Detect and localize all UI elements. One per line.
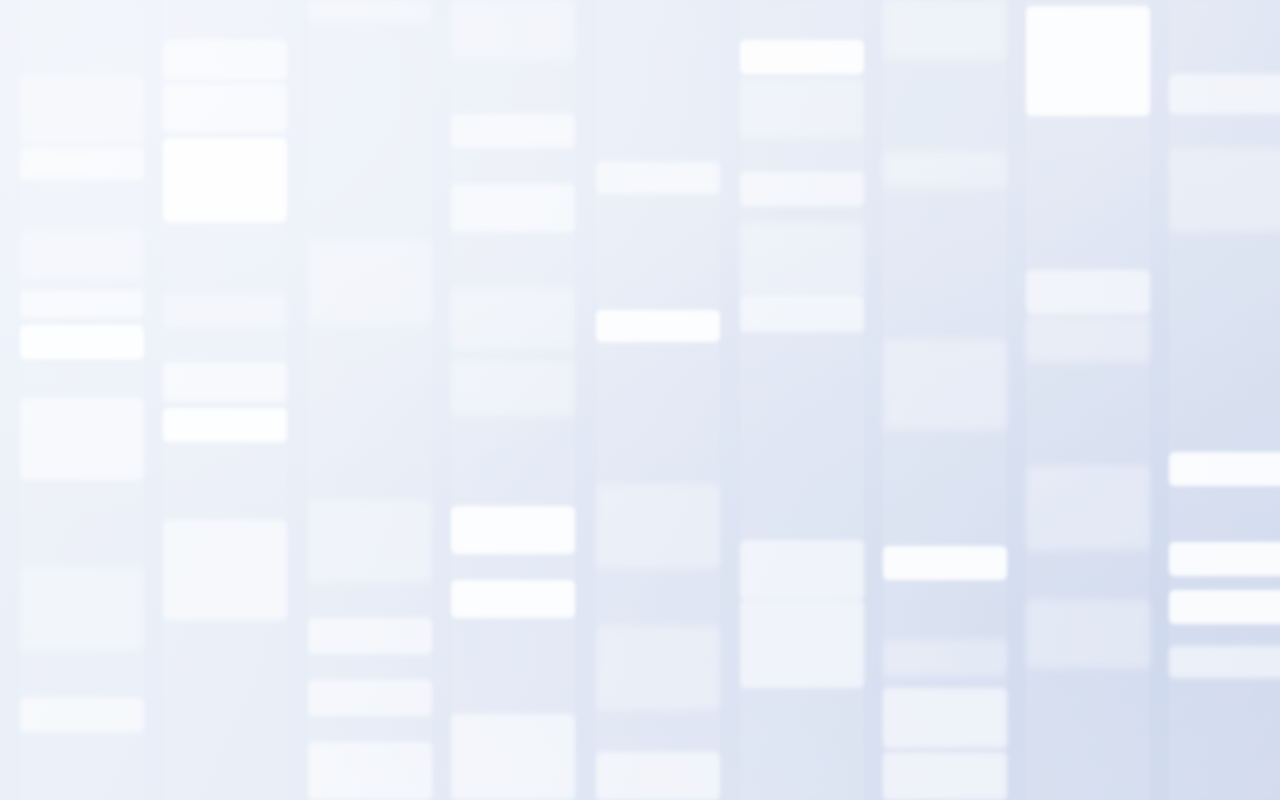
gel-band — [451, 184, 575, 232]
gel-band — [596, 162, 720, 194]
gel-lane-3 — [308, 0, 432, 800]
gel-band — [596, 484, 720, 568]
gel-band — [20, 148, 144, 180]
gel-band — [308, 500, 432, 582]
gel-lane-2 — [163, 0, 287, 800]
gel-band — [163, 40, 287, 80]
gel-band — [451, 580, 575, 618]
gel-lane-9 — [1169, 0, 1280, 800]
gel-band — [1169, 148, 1280, 232]
gel-band — [308, 618, 432, 654]
gel-band — [451, 288, 575, 350]
gel-band — [740, 222, 864, 298]
gel-band — [308, 240, 432, 324]
gel-band — [740, 296, 864, 332]
gel-lane-1 — [20, 0, 144, 800]
gel-band — [596, 752, 720, 800]
gel-band — [20, 230, 144, 280]
gel-lane-6 — [740, 0, 864, 800]
gel-band — [451, 506, 575, 554]
gel-band — [451, 0, 575, 60]
gel-band — [883, 688, 1007, 748]
gel-band — [740, 540, 864, 600]
gel-band — [883, 752, 1007, 800]
gel-lane-8 — [1026, 0, 1150, 800]
gel-band — [20, 290, 144, 318]
gel-band — [163, 362, 287, 402]
gel-band — [20, 398, 144, 480]
gel-band — [1026, 600, 1150, 668]
gel-band — [740, 600, 864, 688]
gel-band — [20, 75, 144, 145]
gel-band — [1169, 74, 1280, 114]
gel-band — [1026, 316, 1150, 362]
gel-band — [451, 360, 575, 416]
gel-band — [596, 310, 720, 342]
gel-band — [1026, 466, 1150, 550]
gel-band — [596, 626, 720, 710]
gel-band — [883, 546, 1007, 580]
gel-band — [308, 0, 432, 22]
gel-band — [20, 698, 144, 732]
gel-band — [740, 40, 864, 74]
gel-band — [451, 714, 575, 800]
gel-band — [1169, 542, 1280, 576]
gel-band — [308, 680, 432, 716]
gel-band — [740, 172, 864, 206]
gel-band — [163, 294, 287, 328]
gel-band — [20, 568, 144, 650]
gel-band — [1026, 6, 1150, 116]
gel-band — [451, 114, 575, 148]
gel-band — [883, 0, 1007, 60]
gel-band — [883, 152, 1007, 188]
gel-band — [883, 640, 1007, 676]
gel-band — [883, 340, 1007, 430]
gel-band — [163, 138, 287, 222]
gel-lane-5 — [596, 0, 720, 800]
gel-band — [1169, 590, 1280, 624]
gel-band — [163, 408, 287, 442]
gel-band — [163, 520, 287, 620]
gel-band — [163, 84, 287, 132]
gel-band — [1169, 452, 1280, 486]
gel-band — [1026, 270, 1150, 314]
gel-lane-7 — [883, 0, 1007, 800]
gel-lane-4 — [451, 0, 575, 800]
gel-band — [20, 325, 144, 359]
gel-band — [308, 742, 432, 800]
gel-band — [740, 78, 864, 138]
gel-band — [1169, 646, 1280, 678]
